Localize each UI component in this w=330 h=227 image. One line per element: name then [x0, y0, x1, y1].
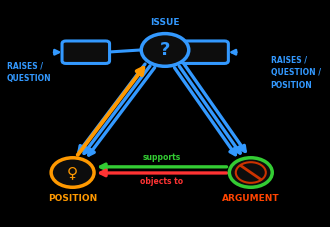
Text: RAISES /
QUESTION: RAISES / QUESTION: [7, 62, 51, 83]
FancyBboxPatch shape: [181, 41, 228, 63]
Text: POSITION: POSITION: [48, 194, 97, 203]
Text: objects to: objects to: [140, 177, 183, 186]
Circle shape: [141, 34, 189, 66]
Text: ARGUMENT: ARGUMENT: [222, 194, 280, 203]
Text: ISSUE: ISSUE: [150, 18, 180, 27]
Circle shape: [51, 158, 94, 187]
Text: ?: ?: [160, 41, 170, 59]
Text: ♀: ♀: [67, 165, 78, 180]
Text: supports: supports: [143, 153, 181, 162]
Circle shape: [229, 158, 272, 187]
Text: RAISES /
QUESTION /
POSITION: RAISES / QUESTION / POSITION: [271, 56, 321, 90]
FancyBboxPatch shape: [62, 41, 110, 63]
